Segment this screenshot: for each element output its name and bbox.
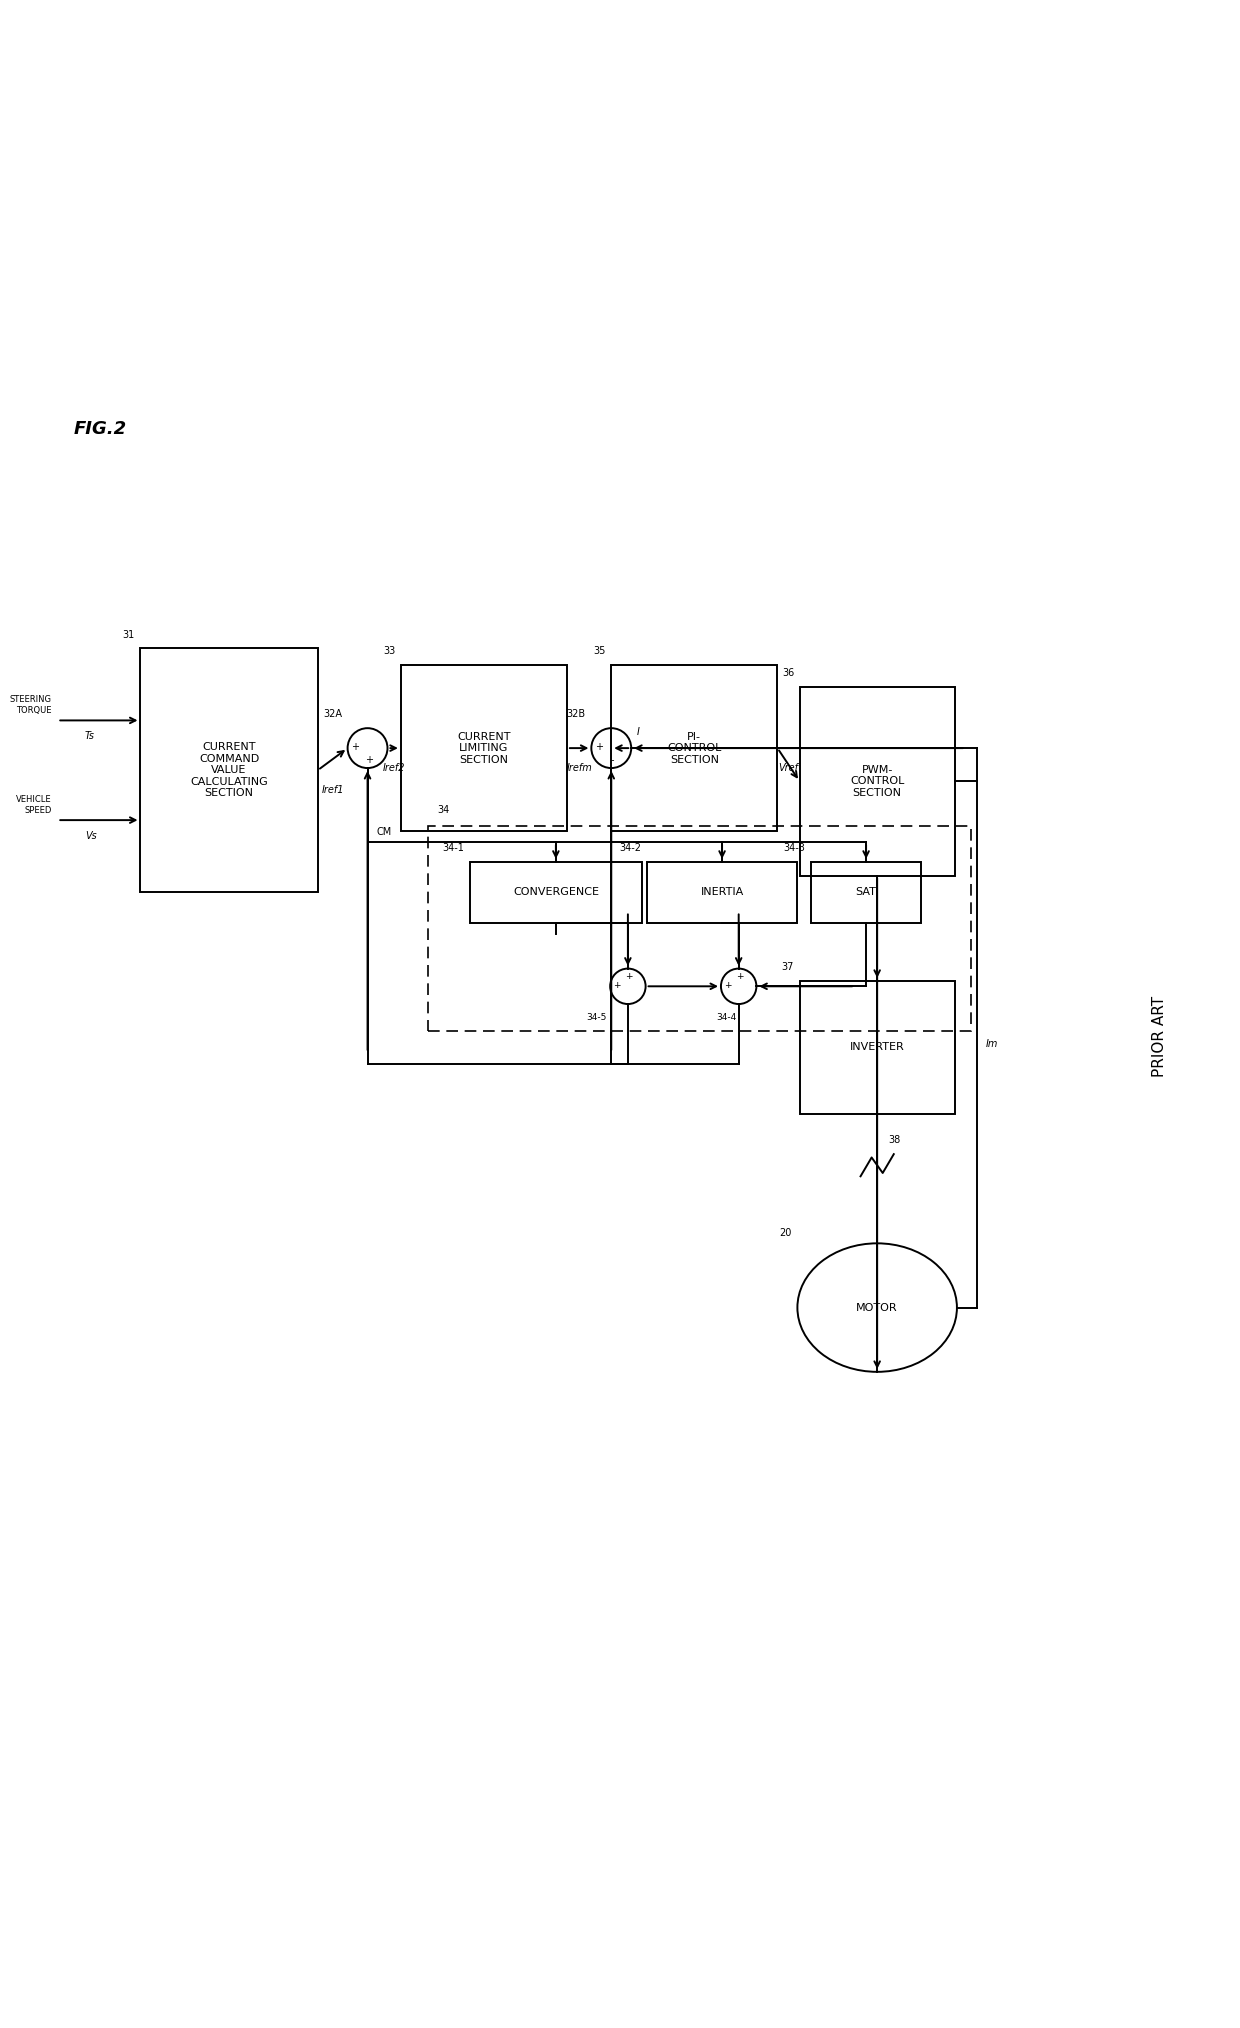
Text: 33: 33 xyxy=(383,647,396,657)
Text: PWM-
CONTROL
SECTION: PWM- CONTROL SECTION xyxy=(849,765,904,797)
Text: CM: CM xyxy=(377,827,392,838)
Text: PI-
CONTROL
SECTION: PI- CONTROL SECTION xyxy=(667,732,722,765)
Text: Irefm: Irefm xyxy=(567,763,591,773)
Text: +: + xyxy=(614,982,621,990)
Text: CURRENT
COMMAND
VALUE
CALCULATING
SECTION: CURRENT COMMAND VALUE CALCULATING SECTIO… xyxy=(190,742,268,799)
Text: 34-5: 34-5 xyxy=(587,1012,608,1022)
Text: INERTIA: INERTIA xyxy=(701,886,744,896)
Bar xyxy=(470,862,642,923)
Text: Ts: Ts xyxy=(86,732,95,742)
Text: 36: 36 xyxy=(782,669,794,677)
Text: +: + xyxy=(351,742,358,752)
Bar xyxy=(429,825,971,1030)
Bar xyxy=(800,982,955,1113)
Text: 20: 20 xyxy=(780,1227,792,1237)
Text: -: - xyxy=(610,754,614,765)
Text: Iref1: Iref1 xyxy=(321,785,343,795)
Text: 34-4: 34-4 xyxy=(717,1012,737,1022)
Text: +: + xyxy=(365,754,373,765)
Text: 31: 31 xyxy=(123,629,135,639)
Text: 35: 35 xyxy=(594,647,605,657)
Bar xyxy=(140,649,317,892)
Text: Iref2: Iref2 xyxy=(383,763,405,773)
Text: FIG.2: FIG.2 xyxy=(74,420,126,438)
Text: CURRENT
LIMITING
SECTION: CURRENT LIMITING SECTION xyxy=(458,732,511,765)
Bar xyxy=(401,665,567,831)
Text: 34: 34 xyxy=(438,805,450,815)
Text: INVERTER: INVERTER xyxy=(849,1042,904,1053)
Text: 34-3: 34-3 xyxy=(784,844,805,854)
Text: Vref: Vref xyxy=(779,763,799,773)
Text: 37: 37 xyxy=(781,961,794,971)
Text: VEHICLE
SPEED: VEHICLE SPEED xyxy=(16,795,52,815)
Text: STEERING
TORQUE: STEERING TORQUE xyxy=(10,696,52,716)
Text: +: + xyxy=(737,971,744,982)
Text: Vs: Vs xyxy=(86,831,97,842)
Text: 34-1: 34-1 xyxy=(443,844,465,854)
Bar xyxy=(647,862,797,923)
Text: 32A: 32A xyxy=(324,710,342,720)
Text: +: + xyxy=(625,971,632,982)
Text: CONVERGENCE: CONVERGENCE xyxy=(513,886,599,896)
Text: +: + xyxy=(595,742,603,752)
Bar xyxy=(611,665,777,831)
Text: 38: 38 xyxy=(888,1136,900,1146)
Bar xyxy=(800,687,955,876)
Text: SAT: SAT xyxy=(856,886,877,896)
Text: MOTOR: MOTOR xyxy=(857,1302,898,1312)
Text: I: I xyxy=(637,726,640,736)
Text: 32B: 32B xyxy=(567,710,585,720)
Text: Im: Im xyxy=(986,1040,998,1048)
Text: 34-2: 34-2 xyxy=(620,844,642,854)
Text: PRIOR ART: PRIOR ART xyxy=(1152,996,1167,1077)
Bar xyxy=(811,862,921,923)
Text: +: + xyxy=(724,982,732,990)
